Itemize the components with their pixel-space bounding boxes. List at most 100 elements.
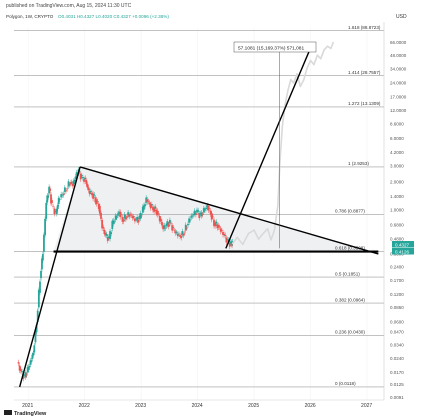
- price-candle: [175, 232, 178, 233]
- price-candle: [82, 176, 84, 179]
- price-candle: [80, 175, 83, 177]
- projection-segment: [236, 236, 244, 246]
- price-candle: [95, 199, 98, 205]
- projection-segment: [287, 78, 292, 91]
- x-tick-label: 2022: [79, 403, 90, 409]
- price-candle: [213, 219, 215, 226]
- price-candle: [28, 366, 31, 368]
- price-candle: [37, 289, 40, 308]
- price-candle: [42, 254, 44, 261]
- price-candle: [103, 229, 106, 235]
- price-candle: [54, 211, 57, 212]
- price-candle: [23, 374, 26, 376]
- price-candle: [185, 227, 188, 229]
- price-candle: [47, 195, 50, 198]
- y-tick-label: 2.0000: [390, 180, 404, 185]
- price-candle: [36, 310, 39, 323]
- price-candle: [24, 372, 27, 378]
- price-candle: [189, 219, 192, 221]
- price-candle: [130, 215, 133, 216]
- price-candle: [181, 231, 184, 235]
- price-candle: [206, 205, 209, 208]
- price-candle: [40, 271, 42, 279]
- price-candle: [148, 202, 151, 205]
- price-candle: [228, 242, 231, 247]
- y-tick-label: 3.0000: [390, 163, 404, 168]
- price-candle: [183, 232, 186, 234]
- price-candle: [154, 206, 157, 209]
- price-candle: [131, 216, 134, 219]
- price-candle: [106, 236, 109, 241]
- symbol-label: Polygon, 1W, CRYPTO: [6, 14, 54, 19]
- projection-segment: [302, 67, 308, 81]
- price-candle: [127, 212, 130, 216]
- price-candle: [138, 215, 141, 220]
- published-label: published on TradingView.com, Aug 15, 20…: [6, 3, 132, 9]
- price-candle: [145, 197, 148, 203]
- price-candle: [105, 234, 108, 236]
- price-candle: [187, 223, 189, 226]
- price-candle: [109, 231, 111, 240]
- price-candle: [158, 215, 161, 222]
- price-candle: [87, 187, 90, 191]
- y-tick-label: 0.0091: [390, 395, 404, 400]
- price-candle: [84, 177, 87, 180]
- projection-segment: [299, 78, 305, 88]
- price-candle: [157, 213, 160, 214]
- projection-segment: [284, 89, 289, 106]
- price-candle: [159, 218, 162, 222]
- fib-level-label: 0.786 (0.8877): [335, 209, 365, 214]
- measure-box: 57.1081 (15,169.37%) 571,081: [233, 41, 317, 53]
- projection-segment: [296, 73, 302, 88]
- price-candle: [165, 223, 168, 227]
- price-candle: [74, 176, 77, 180]
- price-candle: [62, 193, 65, 196]
- price-candle: [226, 239, 229, 240]
- price-candle: [26, 367, 29, 373]
- price-candle: [115, 216, 118, 218]
- breakout-trendline[interactable]: [225, 50, 311, 249]
- projection-segment: [247, 229, 255, 235]
- measure-label: 57.1081 (15,169.37%) 571,081: [238, 46, 304, 52]
- y-tick-label: 1.0000: [390, 207, 404, 212]
- price-candle: [178, 233, 180, 235]
- projection-segment: [270, 229, 276, 241]
- price-candle: [52, 205, 54, 207]
- y-tick-label: 66.0000: [390, 40, 407, 45]
- price-candle: [48, 186, 51, 194]
- price-candle: [88, 190, 91, 195]
- price-candle: [184, 224, 187, 231]
- price-candle: [21, 370, 23, 373]
- price-candle: [161, 222, 163, 226]
- price-candle: [218, 226, 221, 228]
- price-candle: [55, 208, 58, 214]
- price-candle: [214, 222, 216, 227]
- fib-level-label: 1.414 (28.7557): [348, 70, 381, 75]
- projection-segment: [253, 229, 260, 240]
- price-candle: [139, 213, 142, 219]
- price-candle: [50, 194, 52, 204]
- price-candle: [216, 224, 219, 229]
- projection-segment: [241, 232, 250, 246]
- price-candle: [75, 172, 78, 177]
- price-candle: [198, 213, 201, 219]
- price-candle: [205, 207, 207, 210]
- y-tick-label: 0.1700: [390, 278, 404, 283]
- price-candle: [200, 212, 203, 217]
- price-candle: [30, 360, 33, 363]
- triangle-pattern-area: [53, 166, 379, 254]
- price-candle: [68, 184, 71, 186]
- y-tick-label: 0.4800: [390, 237, 404, 242]
- descending-resistance-trendline[interactable]: [79, 166, 379, 255]
- price-candle: [29, 360, 32, 365]
- price-candle: [190, 215, 193, 218]
- price-candle: [120, 214, 123, 216]
- price-candle: [207, 205, 210, 211]
- uptrend-trendline[interactable]: [18, 166, 81, 388]
- price-candle: [188, 218, 191, 223]
- price-candle: [141, 206, 144, 213]
- price-candle: [231, 244, 233, 246]
- price-candle: [209, 210, 212, 215]
- price-candle: [196, 209, 198, 213]
